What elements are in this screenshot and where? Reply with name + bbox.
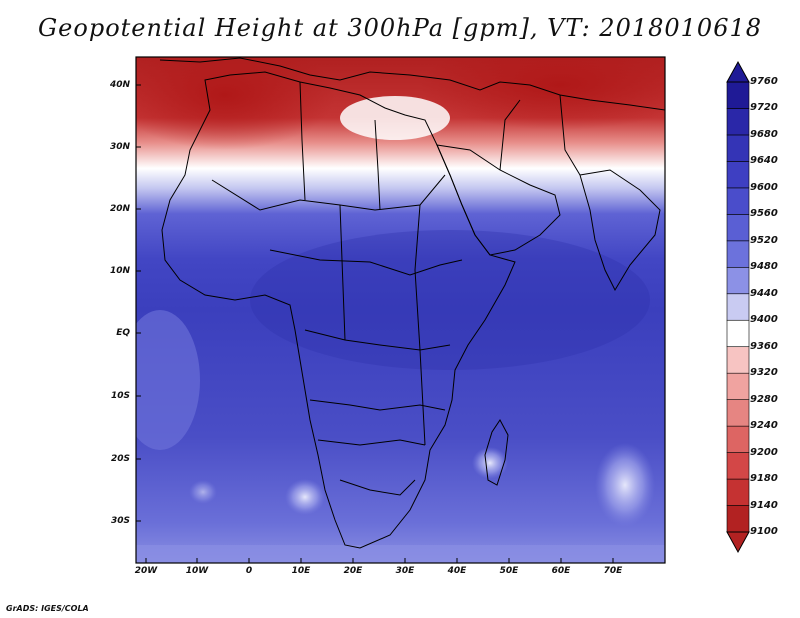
colorbar-label: 9100 (750, 526, 778, 537)
map-title: Geopotential Height at 300hPa [gpm], VT:… (38, 14, 762, 42)
lon-label-30e: 30E (395, 566, 415, 576)
grads-credit: GrADS: IGES/COLA (6, 604, 89, 613)
colorbar-segment (726, 81, 750, 109)
lon-label-0: 0 (245, 566, 253, 576)
colorbar-label: 9440 (750, 287, 778, 299)
colorbar-bottom-arrow (726, 531, 750, 554)
colorbar-label: 9320 (750, 367, 778, 379)
colorbar-segment (726, 161, 750, 189)
height-field (136, 57, 665, 563)
colorbar-label: 9600 (750, 181, 778, 193)
colorbar-segment (726, 134, 750, 162)
colorbar-segment (726, 346, 750, 374)
axis-ticks (136, 84, 614, 563)
lon-label-60e: 60E (551, 566, 571, 576)
colorbar-label: 9760 (750, 76, 778, 87)
coastlines (159, 57, 665, 549)
colorbar-label: 9520 (750, 234, 778, 246)
colorbar-label: 9140 (750, 499, 778, 511)
lon-label-50e: 50E (499, 566, 519, 576)
lon-label-70e: 70E (603, 566, 623, 576)
lat-label-20n: 20N (109, 204, 130, 214)
lat-label-20s: 20S (110, 454, 130, 464)
lon-label-20e: 20E (343, 566, 363, 576)
colorbar-top-arrow (726, 60, 750, 83)
colorbar-label: 9240 (750, 420, 778, 432)
lon-label-10w: 10W (185, 566, 209, 576)
colorbar-label: 9480 (750, 261, 778, 273)
lon-label-40e: 40E (447, 566, 467, 576)
colorbar-segment (726, 187, 750, 215)
colorbar-segment (726, 425, 750, 453)
colorbar-segment (726, 319, 750, 348)
colorbar-segment (726, 399, 750, 427)
colorbar-segment (726, 505, 750, 533)
colorbar-label: 9200 (750, 446, 778, 458)
colorbar-label: 9280 (750, 393, 778, 405)
colorbar-segment (726, 293, 750, 321)
lat-label-30s: 30S (110, 516, 130, 526)
colorbar-label: 9680 (750, 128, 778, 140)
plot-frame (135, 56, 666, 564)
lon-label-20w: 20W (134, 566, 158, 576)
colorbar-segment (726, 266, 750, 295)
colorbar-segment (726, 372, 750, 400)
lon-label-10e: 10E (291, 566, 311, 576)
lat-label-eq: EQ (116, 328, 130, 338)
lat-label-10n: 10N (109, 266, 130, 276)
colorbar-label: 9360 (750, 340, 778, 352)
colorbar-label: 9640 (750, 155, 778, 167)
colorbar-label: 9560 (750, 208, 778, 220)
colorbar-segment (726, 240, 750, 268)
colorbar-segment (726, 214, 750, 242)
colorbar-label: 9400 (750, 314, 778, 326)
colorbar-label: 9180 (750, 473, 778, 485)
lat-label-10s: 10S (110, 391, 130, 401)
colorbar-segment (726, 452, 750, 480)
colorbar-label: 9720 (750, 102, 778, 114)
colorbar-segment (726, 478, 750, 506)
lat-label-30n: 30N (109, 142, 130, 152)
colorbar (726, 60, 750, 554)
lat-label-40n: 40N (109, 80, 130, 90)
colorbar-segment (726, 108, 750, 136)
